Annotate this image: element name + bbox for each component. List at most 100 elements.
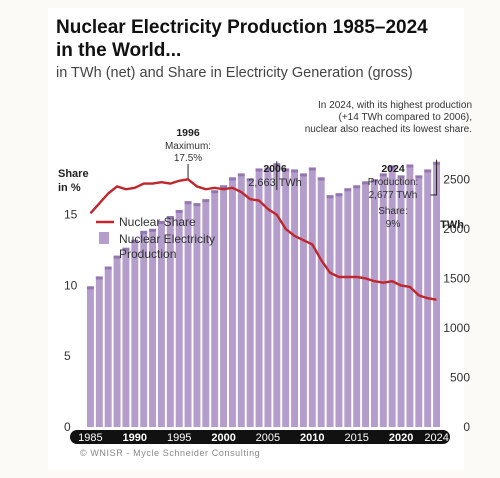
bar-2017 xyxy=(370,179,378,427)
x-tick-label-2020: 2020 xyxy=(389,432,413,444)
annotation-2024-year: 2024 xyxy=(381,163,405,175)
right-tick-label-0: 0 xyxy=(463,420,470,434)
bar-1990 xyxy=(131,239,139,427)
bar-2003 xyxy=(246,178,254,427)
bar-cap-1993 xyxy=(157,220,165,224)
chart-subtitle: in TWh (net) and Share in Electricity Ge… xyxy=(56,65,413,81)
bar-cap-2009 xyxy=(299,173,307,177)
bar-cap-1998 xyxy=(202,199,210,203)
left-axis-title-line2: in % xyxy=(58,182,81,194)
bar-1996 xyxy=(184,201,192,427)
bar-cap-1996 xyxy=(184,201,192,205)
bar-cap-2013 xyxy=(335,193,343,197)
x-tick-label-2005: 2005 xyxy=(256,432,280,444)
left-tick-label-10: 10 xyxy=(64,279,78,293)
bar-1986 xyxy=(95,276,103,427)
bar-1997 xyxy=(193,203,201,427)
bar-1985 xyxy=(86,286,94,427)
annotation-2024-value2: 9% xyxy=(386,219,401,230)
bar-2001 xyxy=(228,177,236,427)
bar-cap-1999 xyxy=(211,190,219,194)
legend-label-production-line2: Production xyxy=(119,247,176,261)
bar-2006 xyxy=(273,163,281,427)
bar-1988 xyxy=(113,255,121,427)
bar-cap-1991 xyxy=(140,230,148,234)
right-axis-title: TWh xyxy=(440,219,464,231)
x-tick-label-2000: 2000 xyxy=(211,432,235,444)
legend-label-share: Nuclear Share xyxy=(119,215,196,229)
bar-2010 xyxy=(308,167,316,427)
bar-cap-2023 xyxy=(424,169,432,173)
right-tick-label-2500: 2500 xyxy=(443,172,470,186)
x-tick-label-2010: 2010 xyxy=(300,432,324,444)
annotation-2024-leader xyxy=(430,159,438,196)
bar-2000 xyxy=(220,185,228,427)
bar-cap-2014 xyxy=(344,188,352,192)
bar-cap-1986 xyxy=(95,276,103,280)
bar-1991 xyxy=(140,230,148,427)
bar-2024 xyxy=(433,161,441,427)
bar-2022 xyxy=(415,175,423,427)
bar-1995 xyxy=(175,210,183,427)
bar-cap-2012 xyxy=(326,195,334,199)
annotation-1996-label: Maximum: xyxy=(165,141,211,152)
annotation-2024-label2: Share: xyxy=(378,206,407,217)
bar-cap-2008 xyxy=(291,169,299,173)
x-tick-label-1995: 1995 xyxy=(167,432,191,444)
bar-2019 xyxy=(388,165,396,428)
left-axis-title-line1: Share xyxy=(58,168,89,180)
bar-2015 xyxy=(353,185,361,427)
bar-cap-1988 xyxy=(113,255,121,259)
bar-cap-1989 xyxy=(122,247,130,251)
bar-1993 xyxy=(157,220,165,427)
bar-1999 xyxy=(211,190,219,427)
right-tick-label-2000: 2000 xyxy=(443,222,470,236)
annotation-1996-year: 1996 xyxy=(176,127,200,139)
bar-cap-1995 xyxy=(175,210,183,214)
annotation-2006-value: 2,663 TWh xyxy=(248,177,302,189)
bar-1989 xyxy=(122,247,130,427)
bar-cap-2004 xyxy=(255,168,263,172)
bar-2005 xyxy=(264,167,272,427)
bar-2014 xyxy=(344,188,352,427)
copyright-footer: © WNISR - Mycle Schneider Consulting xyxy=(80,448,261,458)
bar-2008 xyxy=(291,169,299,427)
note-line-3: nuclear also reached its lowest share. xyxy=(305,124,472,135)
bar-1998 xyxy=(202,199,210,427)
bar-cap-2005 xyxy=(264,167,272,171)
x-tick-label-2015: 2015 xyxy=(344,432,368,444)
bar-cap-2007 xyxy=(282,168,290,172)
bar-2002 xyxy=(237,173,245,427)
bar-cap-1994 xyxy=(166,216,174,219)
x-axis-band xyxy=(70,430,450,444)
bar-cap-2021 xyxy=(406,164,414,168)
right-tick-label-500: 500 xyxy=(450,371,470,385)
bar-2012 xyxy=(326,195,334,427)
bar-2016 xyxy=(362,181,370,427)
note-line-2: (+14 TWh compared to 2006), xyxy=(339,112,473,123)
bar-cap-2020 xyxy=(397,175,405,179)
bar-2013 xyxy=(335,193,343,427)
bar-1994 xyxy=(166,216,174,427)
left-tick-label-5: 5 xyxy=(64,349,71,363)
x-tick-label-1990: 1990 xyxy=(123,432,147,444)
note-line-1: In 2024, with its highest production xyxy=(318,100,472,111)
bar-cap-2019 xyxy=(388,165,396,169)
bar-2009 xyxy=(299,173,307,427)
bar-cap-1990 xyxy=(131,239,139,243)
right-tick-label-1000: 1000 xyxy=(443,321,470,335)
legend-label-production-line1: Nuclear Electricity xyxy=(119,232,215,246)
left-tick-label-15: 15 xyxy=(64,208,78,222)
bar-cap-2011 xyxy=(317,177,325,181)
chart-title: Nuclear Electricity Production 1985–2024… xyxy=(56,16,476,62)
bar-cap-2016 xyxy=(362,181,370,185)
bar-cap-2001 xyxy=(228,177,236,181)
bar-2004 xyxy=(255,168,263,427)
chart-title-line2: in the World... xyxy=(56,40,182,61)
bar-2020 xyxy=(397,175,405,427)
bar-1992 xyxy=(149,228,157,428)
bar-cap-2010 xyxy=(308,167,316,171)
bar-cap-2002 xyxy=(237,173,245,177)
bar-cap-2000 xyxy=(220,185,228,189)
